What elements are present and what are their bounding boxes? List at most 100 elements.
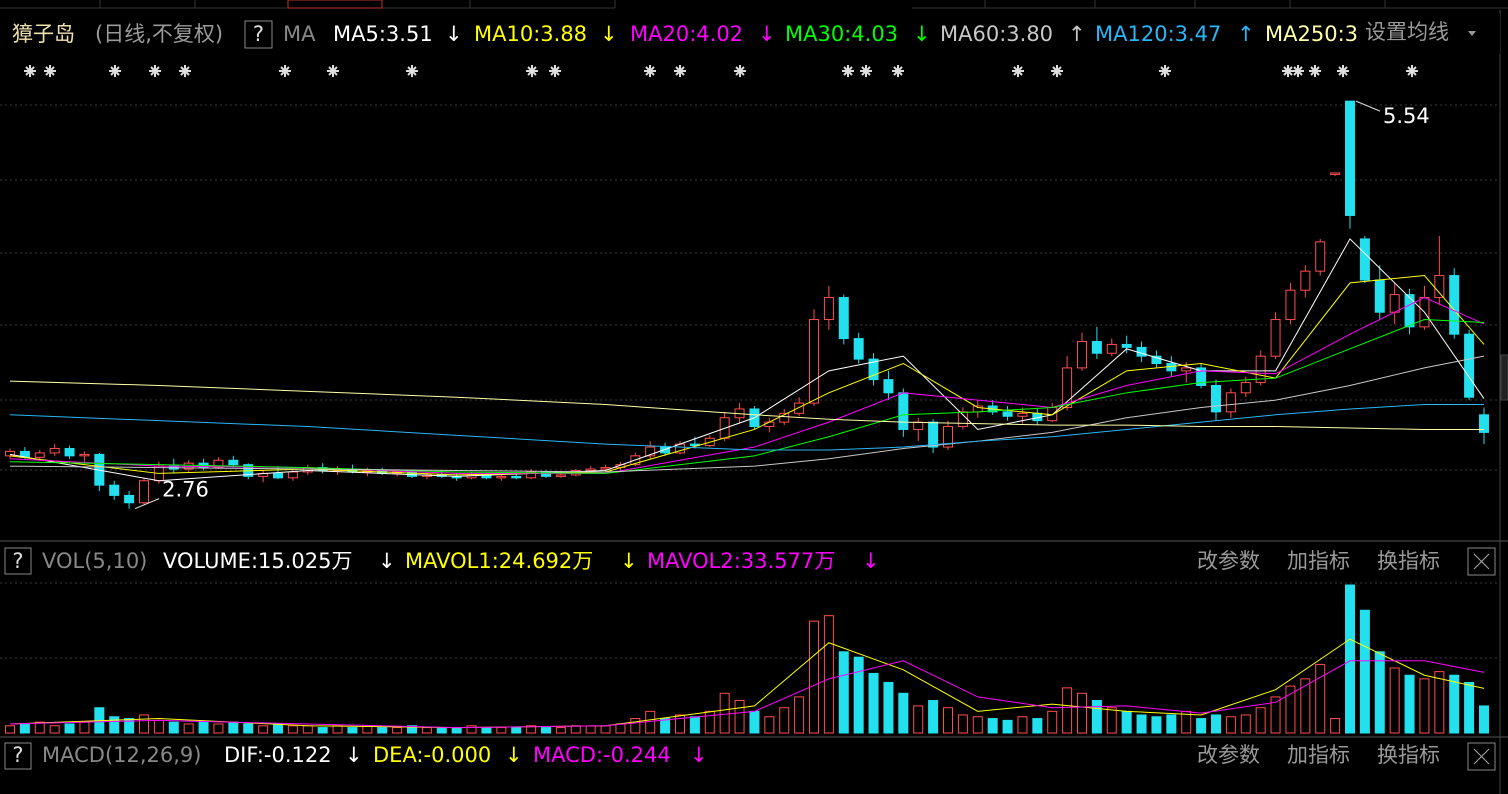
help[interactable]: ? [253, 22, 264, 46]
candle-body [64, 448, 75, 457]
event-marker[interactable] [674, 65, 686, 77]
low-label: 2.76 [162, 478, 209, 502]
volume-bar [347, 727, 358, 734]
event-marker[interactable] [1012, 65, 1024, 77]
event-marker[interactable] [526, 65, 538, 77]
panel-button[interactable]: 加指标 [1287, 743, 1350, 767]
event-marker[interactable] [44, 65, 56, 77]
volume-bar [377, 727, 388, 734]
event-marker[interactable] [549, 65, 561, 77]
volume-bar [1225, 716, 1236, 734]
volume-bar [273, 723, 283, 734]
panel-button[interactable]: 改参数 [1197, 549, 1260, 573]
volume-bar [1419, 678, 1430, 734]
help[interactable]: ? [12, 743, 23, 767]
candle-body [868, 358, 879, 381]
candle-body [49, 448, 60, 454]
candle-body [1479, 414, 1489, 433]
ma-legend: MA5:3.51 [333, 22, 433, 46]
event-marker[interactable] [1282, 65, 1294, 77]
event-marker[interactable] [1309, 65, 1321, 77]
candle-body [1136, 346, 1147, 357]
volume-bar [898, 692, 909, 734]
volume-bar [1285, 685, 1296, 734]
close-box[interactable] [1467, 547, 1496, 576]
ma-legend: MA20:4.02 [630, 22, 743, 46]
volume-bar [660, 718, 671, 734]
close-icon[interactable] [1473, 553, 1490, 570]
macd-trend-arrow: ↓ [690, 743, 708, 767]
volume-bar [466, 725, 477, 734]
volume-bar [34, 721, 45, 734]
event-marker[interactable] [1292, 65, 1304, 77]
candle-body [660, 446, 671, 454]
event-marker[interactable] [892, 65, 904, 77]
event-marker[interactable] [179, 65, 191, 77]
panel-button[interactable]: 换指标 [1377, 743, 1440, 767]
volume-bar [570, 725, 581, 734]
help[interactable]: ? [12, 549, 23, 573]
candle-body [228, 459, 239, 466]
macd-legend: DIF:-0.122 [224, 743, 332, 767]
help-box[interactable] [4, 742, 32, 770]
volume-bar [957, 714, 968, 734]
ma-legend: MA10:3.88 [474, 22, 587, 46]
event-marker[interactable] [1406, 65, 1418, 77]
candle-body [1330, 172, 1341, 175]
candle-body [1211, 384, 1221, 413]
volume-bar [1404, 674, 1415, 734]
event-marker[interactable] [1337, 65, 1349, 77]
event-marker[interactable] [842, 65, 854, 77]
help-box[interactable] [4, 547, 32, 575]
volume-bar [585, 725, 596, 734]
price-grid [0, 104, 1500, 659]
volume-bar [1032, 718, 1043, 734]
event-marker[interactable] [1159, 65, 1171, 77]
volume-bar [317, 727, 328, 734]
event-marker[interactable] [406, 65, 418, 77]
volume-bar [1270, 696, 1281, 734]
volume-bar [168, 721, 179, 734]
ma-settings[interactable]: 设置均线 [1365, 20, 1449, 44]
candle-body [526, 471, 537, 479]
event-marker[interactable] [327, 65, 339, 77]
candle-body [1464, 333, 1475, 398]
volume-bar [5, 725, 15, 734]
volume-bar [853, 656, 864, 734]
event-marker[interactable] [149, 65, 161, 77]
event-marker[interactable] [860, 65, 872, 77]
panel-button[interactable]: 改参数 [1197, 743, 1260, 767]
volume-bar [779, 707, 790, 734]
event-marker[interactable] [24, 65, 36, 77]
candle-body [943, 426, 953, 448]
settings-bg [1362, 14, 1500, 54]
high-label: 5.54 [1383, 104, 1430, 128]
ma-legend: MA60:3.80 [940, 22, 1053, 46]
volume-bar [258, 725, 269, 734]
close-box[interactable] [1467, 742, 1496, 771]
candle-body [1345, 100, 1355, 216]
volume-bar [213, 723, 224, 734]
ma-legend: MA250:3 [1265, 22, 1358, 46]
event-marker[interactable] [644, 65, 656, 77]
help-box[interactable] [244, 20, 273, 49]
event-marker[interactable] [109, 65, 121, 77]
candle-body [511, 475, 522, 479]
volume-bar [228, 721, 239, 734]
annotation-arrow [1355, 100, 1381, 112]
scroll-handle[interactable] [1500, 354, 1508, 401]
candle-body [555, 474, 566, 477]
volume-bar [526, 725, 537, 734]
panel-button[interactable]: 换指标 [1377, 549, 1440, 573]
event-marker[interactable] [1051, 65, 1063, 77]
candle-body [764, 421, 775, 428]
dropdown-caret[interactable] [1468, 31, 1476, 36]
volume-bar [615, 723, 626, 734]
panel-button[interactable]: 加指标 [1287, 549, 1350, 573]
candle-body [913, 421, 924, 430]
candle-body [287, 471, 298, 479]
event-marker[interactable] [734, 65, 746, 77]
candle-body [1062, 367, 1073, 408]
close-icon[interactable] [1473, 748, 1490, 765]
event-marker[interactable] [279, 65, 291, 77]
